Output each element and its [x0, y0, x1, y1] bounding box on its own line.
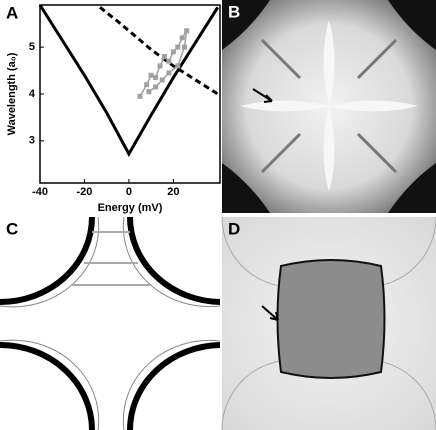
data-point	[157, 63, 163, 69]
panel-label: A	[6, 3, 18, 22]
data-point	[175, 44, 181, 50]
x-tick-label: 20	[167, 186, 179, 198]
x-axis-label: Energy (mV)	[98, 202, 163, 214]
data-point	[166, 58, 172, 64]
data-point	[137, 93, 143, 99]
panel-label: C	[6, 219, 18, 238]
y-tick-label: 4	[29, 88, 36, 100]
data-line	[99, 6, 219, 96]
data-point	[161, 54, 167, 60]
data-point	[144, 82, 150, 88]
x-tick-label: 0	[126, 186, 132, 198]
x-tick-label: -40	[32, 186, 48, 198]
y-tick-label: 5	[29, 41, 35, 53]
data-line	[38, 4, 220, 158]
data-point	[148, 72, 154, 78]
panel-label: B	[228, 2, 240, 21]
data-point	[153, 84, 159, 90]
panel-d: D	[221, 216, 436, 430]
data-point	[159, 77, 165, 83]
panel-a: A Energy (mV) Wavelength (a₀) -40 -20 0 20 3…	[6, 3, 221, 214]
plot-frame	[39, 4, 221, 184]
x-tick-label: -20	[76, 186, 92, 198]
data-point	[146, 89, 152, 95]
data-point	[179, 35, 185, 41]
data-point	[153, 75, 159, 81]
data-point	[166, 70, 172, 76]
panel-b: B	[222, 0, 436, 213]
data-point	[184, 28, 190, 34]
y-tick-label: 3	[29, 135, 35, 147]
panel-label: D	[228, 219, 240, 238]
data-point	[175, 63, 181, 69]
y-axis-label: Wavelength (a₀)	[6, 52, 18, 135]
panel-c: C	[0, 216, 221, 430]
data-point	[181, 44, 187, 50]
data-point	[170, 49, 176, 55]
